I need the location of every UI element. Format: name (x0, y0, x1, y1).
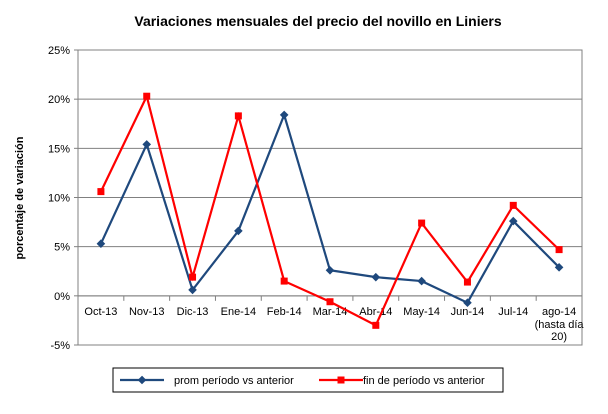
series-2 (97, 92, 563, 329)
x-tick-label: Feb-14 (267, 306, 302, 318)
data-point-diamond (142, 140, 152, 149)
data-point-square (463, 278, 471, 286)
data-point-diamond (508, 216, 518, 226)
legend-box (112, 367, 504, 393)
y-tick-label: 25% (48, 45, 70, 57)
legend-marker-square (337, 376, 345, 384)
data-point-square (97, 188, 105, 196)
y-axis-label: porcentaje de variación (14, 136, 26, 259)
y-tick-label: 20% (48, 94, 70, 106)
x-tick-label-note: 20) (551, 331, 567, 343)
data-point-diamond (279, 110, 289, 120)
y-tick-labels: 25% 20% 15% 10% 5% 0% -5% (48, 45, 70, 352)
data-point-diamond (325, 265, 335, 275)
x-tick-label: Oct-13 (84, 306, 117, 318)
y-tick-label: 0% (54, 291, 70, 303)
x-tick-label: Nov-13 (129, 306, 164, 318)
x-tick-label: May-14 (403, 306, 440, 318)
legend-item-2: fin de período vs anterior (319, 375, 485, 387)
y-tick-label: 15% (48, 143, 70, 155)
x-tick-label: Jul-14 (498, 306, 528, 318)
data-point-diamond (554, 263, 564, 272)
series-1 (96, 110, 564, 308)
data-point-diamond (371, 272, 381, 282)
data-point-diamond (96, 239, 106, 249)
axes (74, 49, 583, 346)
data-point-square (418, 219, 426, 227)
series (96, 92, 564, 329)
x-tick-labels: Oct-13 Nov-13 Dic-13 Ene-14 Feb-14 Mar-14 Abr-… (84, 306, 584, 343)
data-point-diamond (463, 298, 472, 308)
y-tick-label: 10% (48, 193, 70, 205)
x-tick-label: Abr-14 (359, 306, 392, 318)
data-point-diamond (417, 276, 426, 286)
y-tick-label: 5% (54, 242, 70, 254)
x-tick-label: Mar-14 (313, 306, 348, 318)
x-tick-label: ago-14 (542, 306, 576, 318)
legend-label: prom período vs anterior (174, 375, 294, 387)
data-point-square (509, 201, 517, 209)
chart-title: Variaciones mensuales del precio del nov… (134, 13, 501, 29)
data-point-diamond (234, 226, 243, 236)
data-point-square (189, 273, 197, 281)
data-point-square (372, 321, 380, 329)
data-point-square (143, 92, 151, 100)
legend: prom período vs anterior fin de período v… (112, 367, 504, 393)
legend-label: fin de período vs anterior (363, 375, 485, 387)
data-point-square (234, 112, 242, 120)
legend-item-1: prom período vs anterior (120, 375, 294, 387)
x-tick-label: Ene-14 (221, 306, 256, 318)
x-tick-label: Dic-13 (177, 306, 209, 318)
data-point-square (555, 246, 563, 254)
x-tick-label-note: (hasta día (535, 319, 585, 331)
data-point-square (326, 298, 334, 306)
legend-marker-diamond (137, 375, 147, 385)
x-tick-label: Jun-14 (451, 306, 485, 318)
y-tick-label: -5% (50, 340, 70, 352)
data-point-diamond (188, 285, 197, 295)
data-point-square (280, 277, 288, 285)
